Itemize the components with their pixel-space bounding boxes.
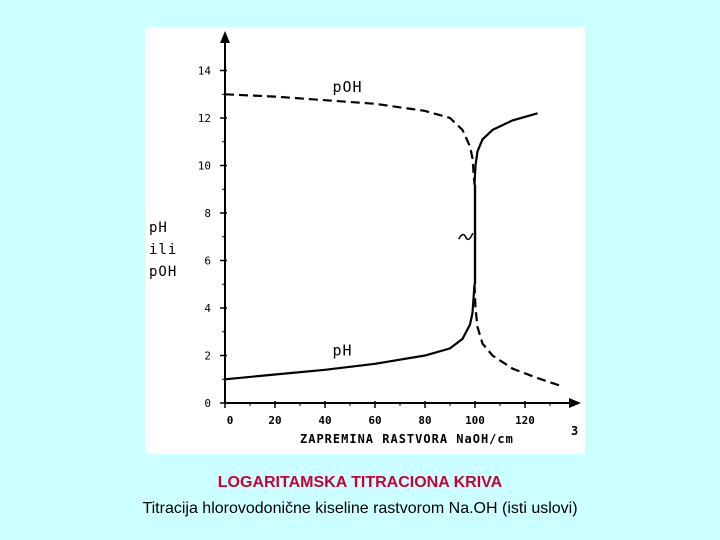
x-tick-label: 40 (318, 414, 331, 427)
chart-axes (220, 31, 581, 408)
y-tick-label: 14 (198, 65, 212, 78)
x-tick-label: 120 (515, 414, 535, 427)
series-poh-line-before (224, 93, 476, 185)
y-tick-label: 12 (198, 112, 211, 125)
chart-panel: 0 2 4 6 8 10 12 14 0 20 40 60 80 100 120 pOH pH pH ili pOH… (145, 27, 585, 454)
series-label-poh: pOH (333, 78, 363, 96)
y-axis-label-line: pOH (149, 264, 177, 280)
y-axis-arrow (220, 31, 230, 43)
x-tick-label: 60 (368, 414, 381, 427)
caption-title: LOGARITAMSKA TITRACIONA KRIVA (217, 474, 503, 491)
x-tick-label: 100 (465, 414, 485, 427)
y-tick-label: 10 (198, 160, 211, 173)
x-axis-label-superscript: 3 (571, 424, 579, 438)
y-tick-label: 4 (204, 302, 211, 315)
series-ph-line-after (473, 284, 563, 388)
x-axis-arrow (569, 398, 581, 408)
chart-labels: pOH pH pH ili pOH ZAPREMINA RASTVORA NaOH/cm 3 (149, 78, 579, 446)
x-tick-label: 80 (418, 414, 431, 427)
y-tick-label: 2 (204, 350, 211, 363)
y-tick-label: 0 (204, 397, 211, 410)
caption-subtitle: Titracija hlorovodonične kiseline rastvo… (142, 500, 578, 517)
x-tick-label: 0 (227, 414, 234, 427)
x-tick-label: 20 (268, 414, 281, 427)
y-tick-label: 6 (204, 255, 211, 268)
tilde-mark (458, 232, 474, 241)
y-axis-label-line: pH (149, 220, 168, 236)
x-axis-label: ZAPREMINA RASTVORA NaOH/cm (300, 432, 514, 446)
series-ph-line-before (224, 284, 476, 381)
chart-curves (224, 93, 563, 388)
series-label-ph: pH (333, 342, 353, 360)
series-poh-line-after (473, 112, 538, 185)
chart-ticks: 0 2 4 6 8 10 12 14 0 20 40 60 80 100 120 (198, 65, 551, 427)
y-axis-label-line: ili (149, 242, 177, 258)
y-tick-label: 8 (204, 207, 211, 220)
